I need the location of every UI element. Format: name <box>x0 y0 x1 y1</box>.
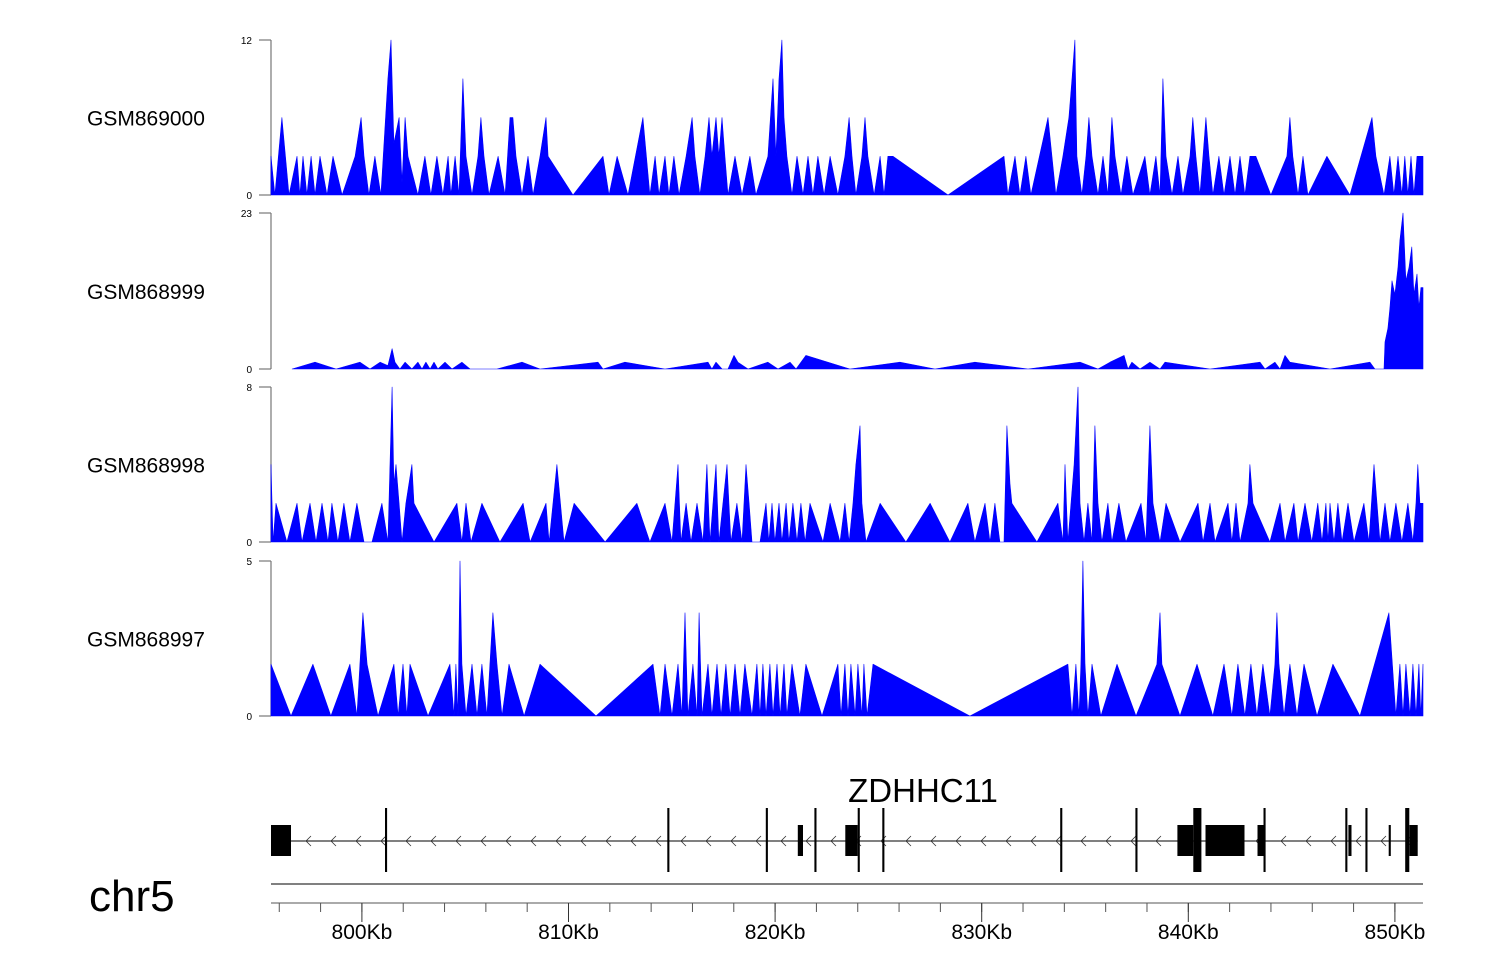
track-label: GSM868999 <box>87 281 205 304</box>
exon-cds <box>1263 808 1266 872</box>
signal-area-GSM869000 <box>270 39 1424 196</box>
strand-arrow-icon <box>980 835 987 847</box>
track-GSM868998: GSM868998 8 0 <box>87 383 1424 549</box>
strand-arrow-icon <box>580 835 587 847</box>
exon-cds <box>882 808 885 872</box>
strand-arrow-icon <box>380 835 387 847</box>
y-tick-label-min: 0 <box>246 365 252 376</box>
y-tick-label-max: 8 <box>246 383 252 394</box>
data-tracks: GSM869000120GSM868999230GSM86899880GSM86… <box>87 36 1424 723</box>
strand-arrow-icon <box>330 835 337 847</box>
track-GSM868999: GSM868999 23 0 <box>87 209 1424 376</box>
y-tick-label-max: 5 <box>246 557 252 568</box>
strand-arrow-icon <box>630 835 637 847</box>
strand-arrow-icon <box>505 835 512 847</box>
strand-arrow-icon <box>1030 835 1037 847</box>
x-tick-label: 810Kb <box>538 921 599 944</box>
exon-utr <box>1409 825 1418 856</box>
signal-area-GSM868999 <box>291 212 1424 370</box>
x-tick-label: 840Kb <box>1158 921 1219 944</box>
track-GSM869000: GSM869000 12 0 <box>87 36 1424 202</box>
strand-arrow-icon <box>930 835 937 847</box>
strand-arrow-icon <box>1355 835 1362 847</box>
exon-cds <box>1060 808 1063 872</box>
x-tick-label: 800Kb <box>332 921 393 944</box>
strand-arrow-icon <box>655 835 662 847</box>
exon-utr <box>1257 825 1264 856</box>
exon-cds <box>765 808 768 872</box>
strand-arrow-icon <box>805 835 812 847</box>
gene-model-track: ZDHHC11 <box>271 772 1418 872</box>
strand-arrow-icon <box>1130 835 1137 847</box>
strand-arrow-icon <box>355 835 362 847</box>
exon-cds <box>1135 808 1138 872</box>
exon-cds <box>1345 808 1348 872</box>
strand-arrow-icon <box>1280 835 1287 847</box>
exon-utr <box>1388 825 1391 856</box>
genome-axis: chr5 800Kb 810Kb 820Kb 830Kb 840Kb 850Kb <box>89 872 1425 944</box>
y-tick-label-min: 0 <box>246 191 252 202</box>
exon-cds <box>814 808 817 872</box>
strand-arrow-icon <box>1080 835 1087 847</box>
strand-arrow-icon <box>780 835 787 847</box>
exon-cds <box>1193 808 1202 872</box>
strand-arrow-icon <box>1305 835 1312 847</box>
exon-utr <box>1348 825 1352 856</box>
y-tick-label-min: 0 <box>246 712 252 723</box>
exon-utr <box>271 825 291 856</box>
exon-cds <box>385 808 388 872</box>
gene-name-label: ZDHHC11 <box>848 772 998 809</box>
x-tick-label: 820Kb <box>745 921 806 944</box>
strand-arrow-icon <box>1055 835 1062 847</box>
strand-arrow-icon <box>705 835 712 847</box>
exon-utr <box>845 825 858 856</box>
strand-arrow-icon <box>1155 835 1162 847</box>
strand-arrow-icon <box>955 835 962 847</box>
y-tick-label-min: 0 <box>246 538 252 549</box>
track-label: GSM869000 <box>87 108 205 131</box>
track-GSM868997: GSM868997 5 0 <box>87 557 1424 723</box>
exon-cds <box>667 808 670 872</box>
strand-arrow-icon <box>1105 835 1112 847</box>
strand-arrow-icon <box>430 835 437 847</box>
strand-arrow-icon <box>1380 835 1387 847</box>
strand-arrow-icon <box>455 835 462 847</box>
exon-utr <box>1177 825 1194 856</box>
strand-arrow-icon <box>480 835 487 847</box>
y-tick-label-max: 12 <box>241 36 253 47</box>
y-tick-label-max: 23 <box>241 209 253 220</box>
exon-cds <box>1365 808 1368 872</box>
exon-utr <box>1205 825 1245 856</box>
exon-utr <box>797 825 803 856</box>
strand-arrow-icon <box>605 835 612 847</box>
track-label: GSM868998 <box>87 455 205 478</box>
strand-arrow-icon <box>1330 835 1337 847</box>
strand-arrow-icon <box>1005 835 1012 847</box>
track-label: GSM868997 <box>87 629 205 652</box>
strand-arrow-icon <box>680 835 687 847</box>
signal-area-GSM868998 <box>270 386 1424 543</box>
exon-cds <box>1405 808 1410 872</box>
strand-arrow-icon <box>555 835 562 847</box>
strand-arrow-icon <box>905 835 912 847</box>
exon-cds <box>857 808 860 872</box>
signal-area-GSM868997 <box>270 560 1424 717</box>
strand-arrow-icon <box>405 835 412 847</box>
strand-arrow-icon <box>730 835 737 847</box>
strand-arrow-icon <box>830 835 837 847</box>
strand-arrow-icon <box>305 835 312 847</box>
x-tick-label: 850Kb <box>1365 921 1426 944</box>
strand-arrow-icon <box>755 835 762 847</box>
strand-arrow-icon <box>530 835 537 847</box>
x-tick-label: 830Kb <box>951 921 1012 944</box>
chromosome-label: chr5 <box>89 872 175 921</box>
